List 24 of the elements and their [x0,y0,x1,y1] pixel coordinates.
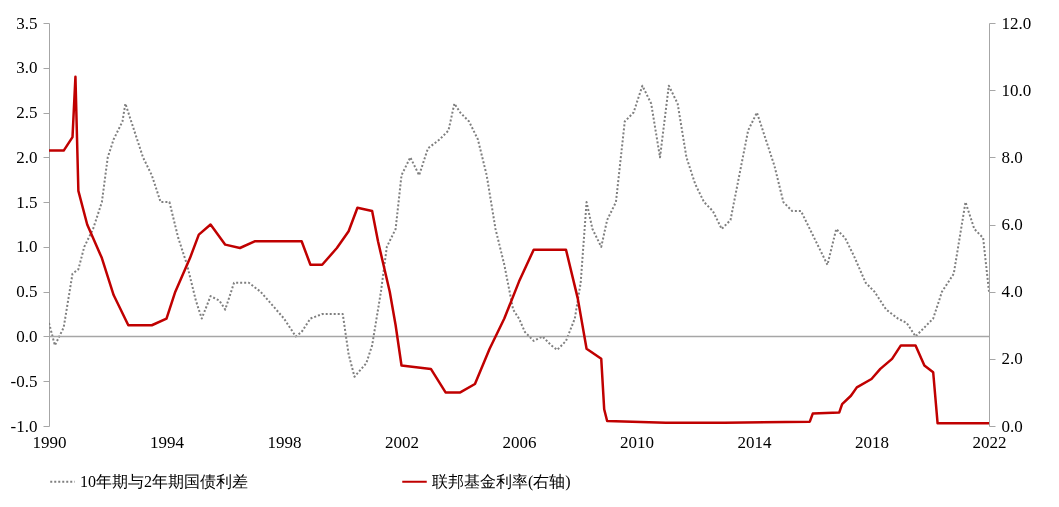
x-tick-label: 2006 [502,432,537,452]
y2-tick-label: 2.0 [1001,349,1023,369]
y-tick-label: 2.0 [16,147,38,167]
x-tick-label: 1994 [150,432,185,452]
y-tick-label: 3.0 [16,58,38,78]
y-tick-label: 0.5 [16,282,38,302]
x-tick-label: 1998 [267,432,302,452]
x-tick-label: 2002 [385,432,419,452]
y-tick-label: 1.0 [16,237,38,257]
y2-tick-label: 8.0 [1001,147,1023,167]
y-tick-label: 0.0 [16,326,38,346]
legend-label: 联邦基金利率(右轴) [432,472,571,491]
x-tick-label: 2018 [855,432,889,452]
y-tick-label: 1.5 [16,192,38,212]
y-tick-label: 3.5 [16,13,38,33]
x-tick-label: 2010 [620,432,654,452]
y2-tick-label: 12.0 [1001,13,1032,33]
y2-tick-label: 10.0 [1001,80,1032,100]
x-tick-label: 2014 [737,432,772,452]
legend-label: 10年期与2年期国债利差 [80,472,248,490]
y2-tick-label: 6.0 [1001,215,1023,234]
y-tick-label: -0.5 [10,371,38,391]
y2-tick-label: 4.0 [1001,282,1023,302]
y-tick-label: 2.5 [16,103,38,123]
